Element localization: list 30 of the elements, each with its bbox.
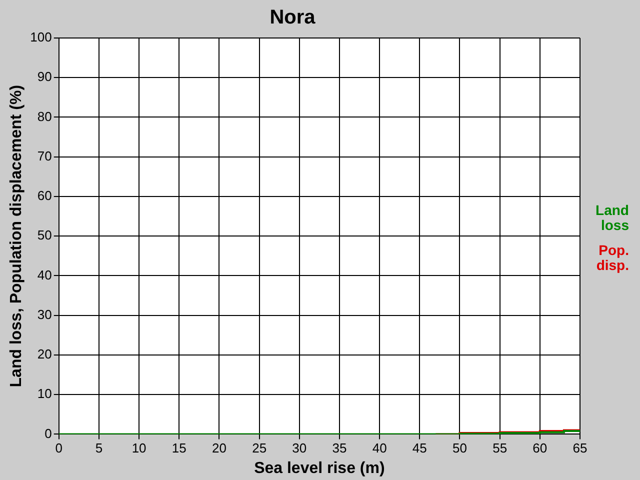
x-tick-label: 0 [55, 440, 63, 456]
text: Land loss [596, 202, 630, 233]
y-tick-label: 70 [37, 148, 52, 164]
x-tick-label: 15 [172, 440, 186, 456]
text: Pop. disp. [596, 242, 629, 273]
y-tick-label: 90 [37, 69, 52, 84]
y-tick-label: 100 [30, 30, 52, 45]
x-tick-label: 30 [292, 440, 307, 456]
x-tick-label: 35 [332, 440, 347, 456]
x-tick-label: 55 [492, 440, 508, 456]
x-tick-label: 25 [252, 440, 267, 456]
y-tick-label: 50 [37, 228, 52, 243]
x-tick-label: 20 [212, 440, 226, 456]
y-tick-label: 40 [37, 267, 52, 282]
x-tick-label: 50 [452, 440, 467, 456]
x-tick-label: 40 [372, 440, 387, 456]
y-tick-label: 60 [37, 188, 52, 204]
chart-title: Nora [270, 6, 316, 29]
x-tick-label: 65 [572, 440, 588, 456]
x-tick-label: 60 [532, 440, 548, 456]
y-axis-title: Land loss, Population displacement (%) [8, 84, 26, 388]
y-tick-label: 30 [37, 306, 52, 322]
y-tick-label: 80 [37, 108, 52, 124]
y-tick-label: 0 [44, 426, 52, 441]
x-tick-label: 45 [412, 440, 427, 456]
x-axis-title: Sea level rise (m) [254, 460, 385, 477]
y-tick-label: 10 [37, 386, 52, 402]
y-tick-label: 20 [37, 346, 52, 362]
x-tick-label: 5 [95, 440, 103, 456]
x-tick-label: 10 [132, 440, 146, 456]
